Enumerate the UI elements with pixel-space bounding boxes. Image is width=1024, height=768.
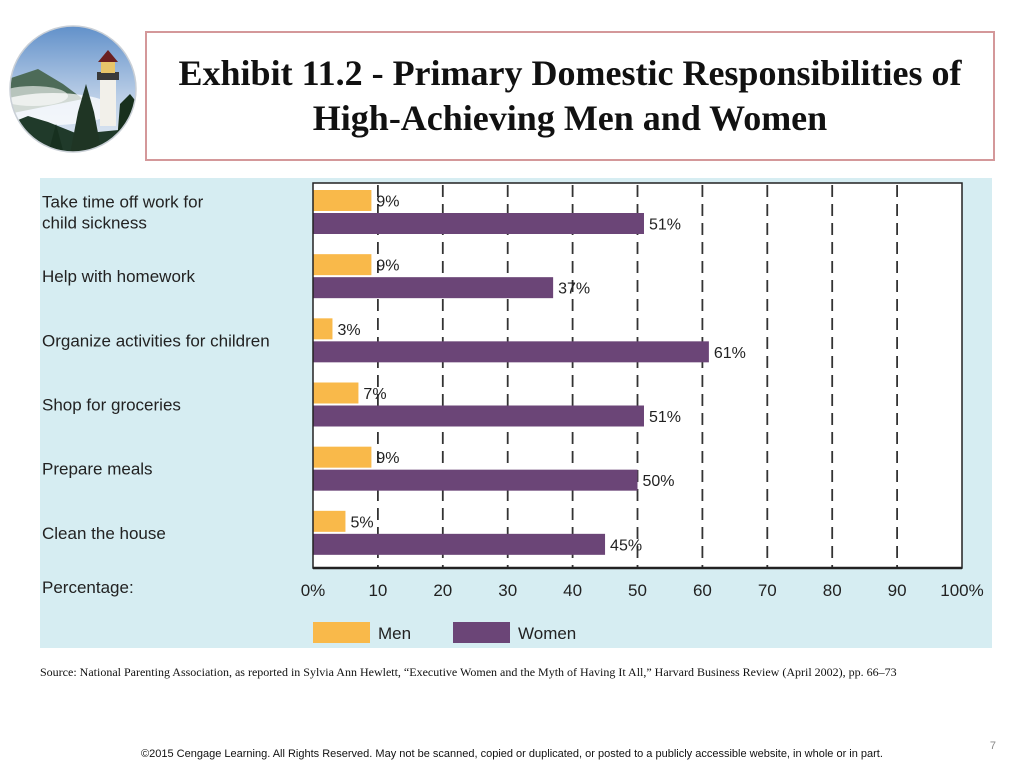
data-label: 37% <box>558 281 590 298</box>
x-tick-label: 70 <box>758 581 777 600</box>
copyright-footer: ©2015 Cengage Learning. All Rights Reser… <box>141 748 883 760</box>
data-label: 9% <box>376 258 399 275</box>
bar-chart: 9% 51% Take time off work for child sicknes… <box>40 178 992 648</box>
data-label: 51% <box>649 217 681 234</box>
bar-women <box>313 277 554 299</box>
bar-women <box>313 341 709 363</box>
title-box: Exhibit 11.2 - Primary Domestic Responsi… <box>145 31 995 161</box>
data-label: 9% <box>376 194 399 211</box>
plot-frame <box>312 182 963 569</box>
category-label: Prepare meals <box>42 460 153 479</box>
x-tick-label: 40 <box>563 581 582 600</box>
data-label: 61% <box>714 345 746 362</box>
category-label: Clean the house <box>42 524 166 543</box>
category-label: Help with homework <box>42 267 196 286</box>
legend-label-men: Men <box>378 624 411 643</box>
x-tick-label: 50 <box>628 581 647 600</box>
x-tick-label: 20 <box>433 581 452 600</box>
bar-women <box>313 405 644 427</box>
data-label: 45% <box>610 537 642 554</box>
bar-women <box>313 469 638 491</box>
bar-men <box>313 446 372 468</box>
slide-title: Exhibit 11.2 - Primary Domestic Responsi… <box>178 53 962 138</box>
category-label: Organize activities for children <box>42 331 270 350</box>
data-label: 3% <box>337 322 360 339</box>
legend-label-women: Women <box>518 624 576 643</box>
legend-swatch-women <box>453 622 510 643</box>
x-axis-title: Percentage: <box>42 578 134 597</box>
data-label: 5% <box>350 514 373 531</box>
bar-men <box>313 190 372 211</box>
bar-women <box>313 533 606 555</box>
lighthouse-photo-icon <box>9 25 137 153</box>
x-tick-label: 30 <box>498 581 517 600</box>
x-tick-label: 100% <box>940 581 983 600</box>
x-tick-label: 90 <box>888 581 907 600</box>
data-label: 50% <box>643 473 675 490</box>
bar-men <box>313 318 333 340</box>
category-label: Take time off work for <box>42 193 204 212</box>
data-label: 51% <box>649 409 681 426</box>
bar-men <box>313 510 346 532</box>
x-tick-label: 0% <box>301 581 326 600</box>
data-label: 7% <box>363 386 386 403</box>
page-number: 7 <box>989 740 996 752</box>
data-label: 9% <box>376 450 399 467</box>
bar-women <box>313 213 644 234</box>
bar-men <box>313 254 372 276</box>
source-citation: Source: National Parenting Association, … <box>40 665 897 679</box>
x-tick-label: 10 <box>368 581 387 600</box>
legend-swatch-men <box>313 622 370 643</box>
x-tick-label: 80 <box>823 581 842 600</box>
category-label: child sickness <box>42 214 147 233</box>
category-label: Shop for groceries <box>42 396 181 415</box>
bar-men <box>313 382 359 404</box>
x-tick-label: 60 <box>693 581 712 600</box>
